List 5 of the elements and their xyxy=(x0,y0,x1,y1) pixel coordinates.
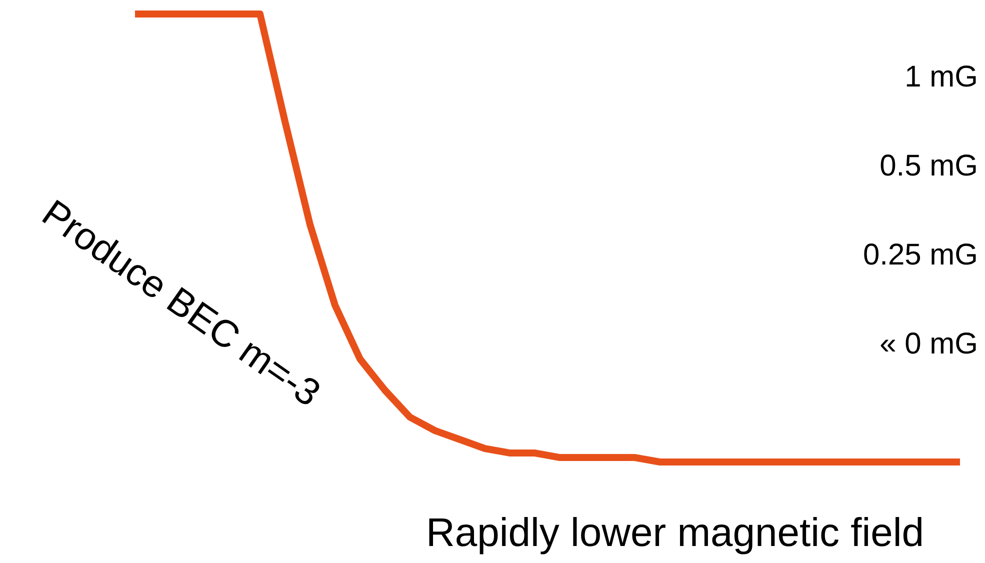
annotation: 0.25 mG xyxy=(862,238,978,272)
annotation: « 0 mG xyxy=(880,327,978,360)
annotation: 1 mG xyxy=(904,60,978,94)
x-axis-title: Rapidly lower magnetic field xyxy=(426,511,924,556)
annotation: 0.5 mG xyxy=(880,149,978,182)
